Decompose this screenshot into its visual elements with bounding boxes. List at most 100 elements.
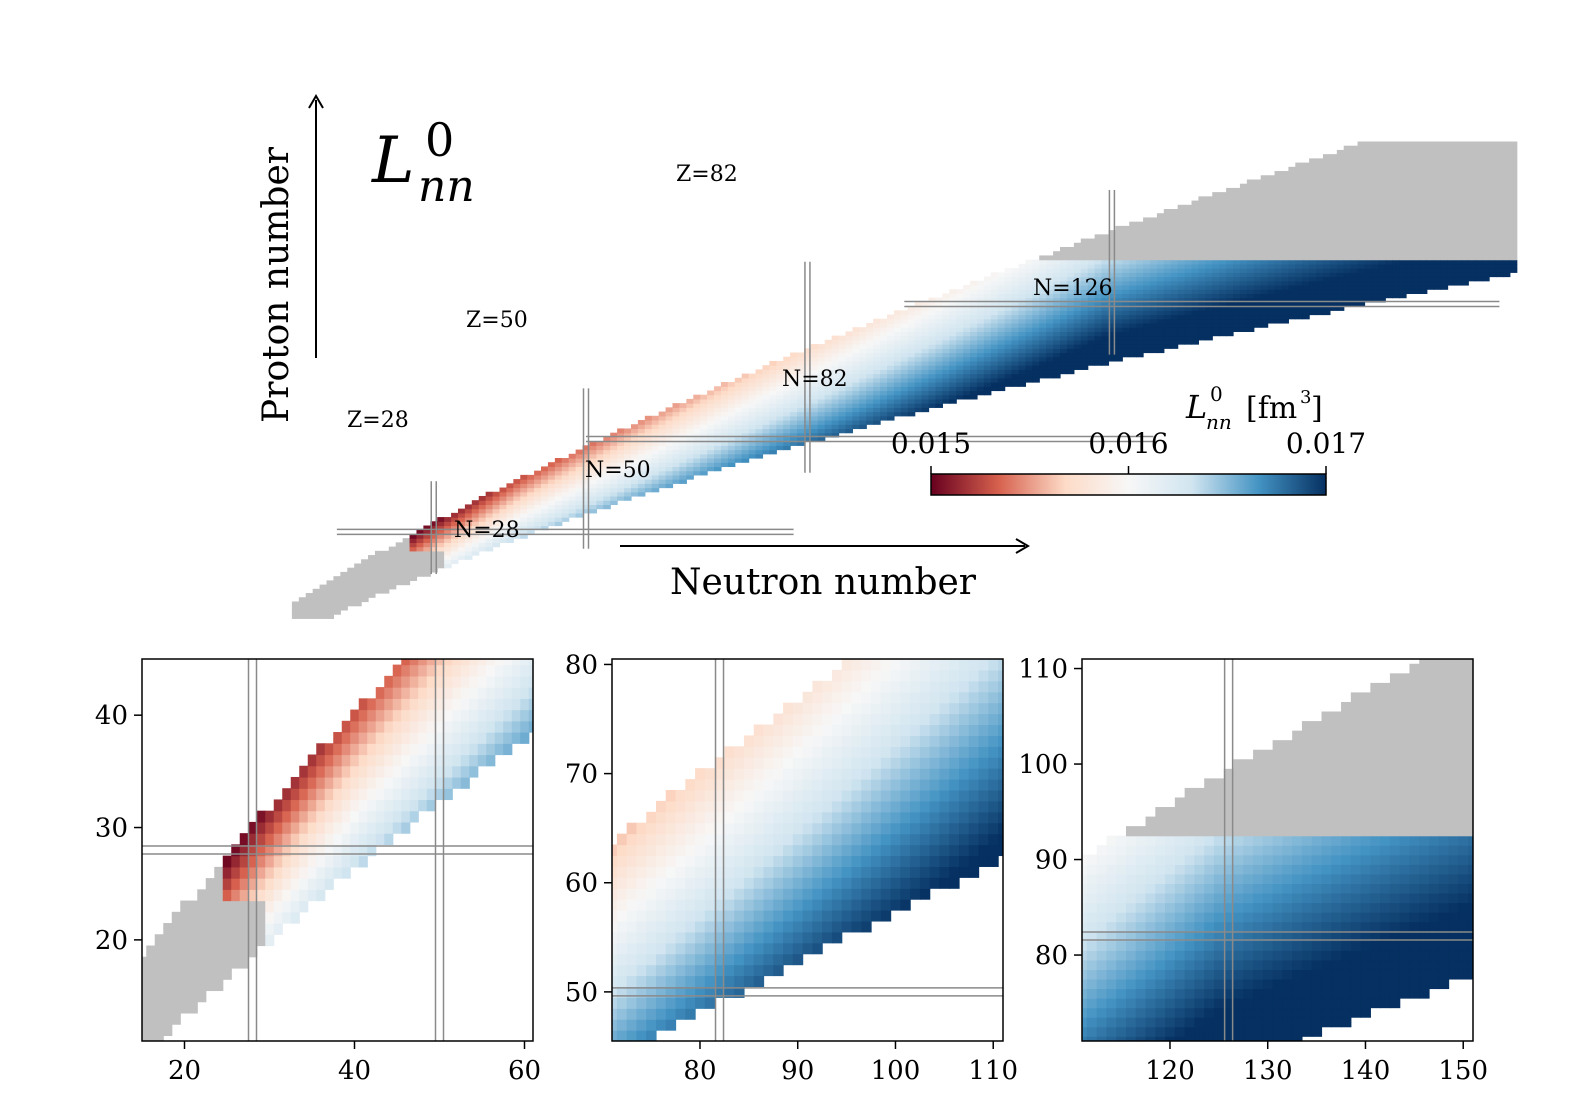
nucleus-cell bbox=[478, 495, 487, 501]
nucleus-cell bbox=[1018, 369, 1027, 375]
nucleus-cell bbox=[418, 799, 428, 812]
nucleus-cell bbox=[935, 394, 943, 400]
nucleus-cell bbox=[1170, 259, 1179, 265]
nucleus-cell bbox=[1219, 318, 1227, 324]
nucleus-cell bbox=[1461, 209, 1469, 214]
nucleus-cell bbox=[180, 990, 190, 1003]
nucleus-cell bbox=[1156, 246, 1165, 252]
nucleus-cell bbox=[1274, 306, 1283, 311]
nucleus-cell bbox=[700, 415, 708, 421]
nucleus-cell bbox=[1094, 356, 1103, 362]
nucleus-cell bbox=[797, 394, 805, 400]
nucleus-cell bbox=[1357, 276, 1366, 282]
nucleus-cell bbox=[1322, 200, 1331, 206]
nucleus-cell bbox=[907, 327, 916, 332]
nucleus-cell bbox=[956, 310, 964, 316]
nucleus-cell bbox=[817, 411, 826, 417]
nucleus-cell bbox=[1149, 263, 1158, 269]
nucleus-cell bbox=[1060, 259, 1068, 265]
nucleus-cell bbox=[741, 436, 750, 442]
nucleus-cell bbox=[1433, 263, 1442, 269]
nucleus-cell bbox=[1343, 289, 1352, 295]
nucleus-cell bbox=[1274, 204, 1283, 210]
nucleus-cell bbox=[817, 386, 826, 392]
nucleus-cell bbox=[658, 462, 667, 468]
nucleus-cell bbox=[520, 512, 528, 518]
nucleus-cell bbox=[1122, 293, 1130, 299]
nucleus-cell bbox=[665, 407, 674, 413]
nucleus-cell bbox=[273, 866, 283, 879]
nucleus-cell bbox=[700, 403, 708, 408]
nucleus-cell bbox=[1357, 171, 1366, 176]
nucleus-cell bbox=[873, 339, 881, 345]
nucleus-cell bbox=[983, 280, 992, 286]
nucleus-cell bbox=[1212, 217, 1220, 223]
nucleus-cell bbox=[1094, 322, 1103, 328]
nucleus-cell bbox=[859, 352, 867, 358]
nucleus-cell bbox=[1392, 179, 1400, 185]
nucleus-cell bbox=[1378, 158, 1386, 164]
nucleus-cell bbox=[1364, 175, 1373, 181]
nucleus-cell bbox=[1004, 322, 1013, 328]
nucleus-cell bbox=[1267, 251, 1276, 257]
nucleus-cell bbox=[1371, 175, 1379, 181]
nucleus-cell bbox=[478, 546, 487, 552]
nucleus-cell bbox=[1350, 238, 1359, 244]
nucleus-cell bbox=[384, 833, 394, 845]
nucleus-cell bbox=[1149, 221, 1158, 227]
nucleus-cell bbox=[1288, 171, 1296, 176]
nucleus-cell bbox=[409, 687, 419, 699]
nucleus-cell bbox=[1239, 322, 1248, 328]
nucleus-cell bbox=[859, 365, 867, 370]
nucleus-cell bbox=[817, 436, 826, 442]
nucleus-cell bbox=[1288, 175, 1296, 181]
nucleus-cell bbox=[942, 297, 950, 303]
nucleus-cell bbox=[1219, 230, 1227, 235]
nucleus-cell bbox=[817, 432, 826, 438]
nucleus-cell bbox=[273, 799, 283, 812]
nucleus-cell bbox=[1267, 293, 1276, 299]
nucleus-cell bbox=[1101, 360, 1110, 366]
nucleus-cell bbox=[790, 407, 798, 413]
nucleus-cell bbox=[437, 521, 445, 527]
nucleus-cell bbox=[1343, 276, 1352, 282]
nucleus-cell bbox=[970, 360, 978, 366]
nucleus-cell bbox=[1101, 246, 1110, 252]
nucleus-cell bbox=[603, 466, 611, 472]
nucleus-cell bbox=[720, 424, 729, 430]
nucleus-cell bbox=[1087, 306, 1096, 311]
nucleus-cell bbox=[1191, 280, 1200, 286]
nucleus-cell bbox=[790, 373, 798, 379]
nucleus-cell bbox=[392, 732, 402, 744]
nucleus-cell bbox=[1004, 352, 1013, 358]
nucleus-cell bbox=[1260, 213, 1269, 219]
nucleus-cell bbox=[603, 474, 611, 480]
nucleus-cell bbox=[1115, 331, 1123, 337]
nucleus-cell bbox=[1281, 318, 1289, 324]
nucleus-cell bbox=[1129, 322, 1137, 328]
nucleus-cell bbox=[1433, 255, 1442, 261]
nucleus-cell bbox=[180, 911, 190, 924]
nucleus-cell bbox=[665, 424, 674, 430]
nucleus-cell bbox=[299, 866, 309, 879]
nucleus-cell bbox=[1060, 280, 1068, 286]
nucleus-cell bbox=[1399, 251, 1407, 257]
nucleus-cell bbox=[1267, 192, 1276, 197]
nucleus-cell bbox=[1212, 263, 1220, 269]
nucleus-cell bbox=[983, 365, 992, 370]
nucleus-cell bbox=[1170, 306, 1179, 311]
nucleus-cell bbox=[541, 495, 549, 501]
nucleus-cell bbox=[1205, 284, 1213, 290]
nucleus-cell bbox=[354, 563, 362, 569]
nucleus-cell bbox=[907, 411, 916, 417]
nucleus-cell bbox=[949, 344, 957, 349]
nucleus-cell bbox=[305, 601, 314, 607]
nucleus-cell bbox=[418, 664, 428, 677]
nucleus-cell bbox=[388, 584, 397, 590]
nucleus-cell bbox=[776, 420, 784, 425]
nucleus-cell bbox=[983, 335, 992, 341]
nucleus-cell bbox=[686, 441, 694, 446]
nucleus-cell bbox=[1357, 221, 1366, 227]
nucleus-cell bbox=[444, 517, 452, 522]
nucleus-cell bbox=[437, 550, 445, 556]
